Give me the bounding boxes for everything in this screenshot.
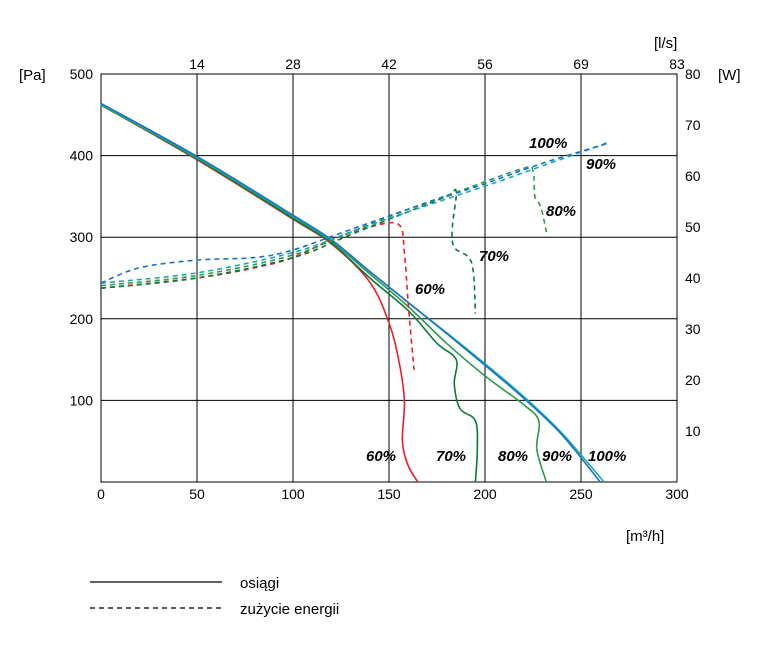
y-right-tick-label: 80: [685, 66, 701, 82]
curve-label-60-bottom: 60%: [366, 448, 396, 465]
power-curve-80: [100, 165, 548, 287]
performance-curve-90: [100, 103, 605, 483]
chart-curves: [100, 102, 611, 483]
curve-label-60-power: 60%: [415, 281, 445, 298]
y-right-tick-label: 60: [685, 168, 701, 184]
x-top-tick-label: 83: [669, 56, 685, 72]
x-tick-label: 250: [569, 486, 593, 502]
curve-label-80-power: 80%: [546, 203, 576, 220]
performance-curve-100: [100, 102, 601, 483]
x-tick-label: 150: [377, 486, 401, 502]
x-tick-label: 100: [281, 486, 305, 502]
x-tick-label: 200: [473, 486, 497, 502]
performance-curve-80: [100, 104, 548, 483]
performance-curve-70: [100, 104, 479, 483]
y-right-tick-label: 30: [685, 321, 701, 337]
curve-label-80-bottom: 80%: [498, 448, 528, 465]
power-curve-100: [100, 142, 611, 284]
legend-label-solid: osiągi: [240, 575, 279, 592]
x-top-tick-label: 42: [381, 56, 397, 72]
curve-label-70-power: 70%: [479, 248, 509, 265]
curve-label-100-bottom: 100%: [588, 448, 626, 465]
legend: osiągi zużycie energii: [90, 575, 339, 618]
y-left-unit-label: [Pa]: [19, 67, 46, 84]
y-right-unit-label: [W]: [718, 67, 741, 84]
legend-label-dashed: zużycie energii: [240, 601, 339, 618]
x-top-tick-label: 28: [285, 56, 301, 72]
tick-labels: 0 50 100 150 200 250 300 100 200 300 400 500 10 20 30 4…: [70, 56, 701, 502]
performance-curve-60: [100, 104, 419, 483]
x-top-tick-label: 56: [477, 56, 493, 72]
curve-label-90-power: 90%: [586, 156, 616, 173]
curve-label-90-bottom: 90%: [542, 448, 572, 465]
y-right-tick-label: 40: [685, 270, 701, 286]
grid-lines: [101, 74, 677, 482]
power-curve-60: [100, 221, 415, 370]
y-left-tick-label: 400: [70, 148, 94, 164]
curve-label-70-bottom: 70%: [436, 448, 466, 465]
x-tick-label: 300: [665, 486, 689, 502]
x-top-tick-label: 14: [189, 56, 205, 72]
curve-label-100-power: 100%: [529, 135, 567, 152]
x-top-tick-label: 69: [573, 56, 589, 72]
x-main-unit-label: [m³/h]: [626, 528, 664, 545]
x-top-unit-label: [l/s]: [654, 35, 677, 52]
y-right-tick-label: 10: [685, 423, 701, 439]
x-tick-label: 50: [189, 486, 205, 502]
y-left-tick-label: 100: [70, 392, 94, 408]
y-left-tick-label: 200: [70, 311, 94, 327]
y-right-tick-label: 50: [685, 219, 701, 235]
y-right-tick-label: 20: [685, 372, 701, 388]
power-curve-70: [100, 188, 477, 314]
y-left-tick-label: 300: [70, 229, 94, 245]
x-tick-label: 0: [97, 486, 105, 502]
y-right-tick-label: 70: [685, 117, 701, 133]
y-left-tick-label: 500: [70, 66, 94, 82]
power-curve-90: [100, 142, 607, 284]
